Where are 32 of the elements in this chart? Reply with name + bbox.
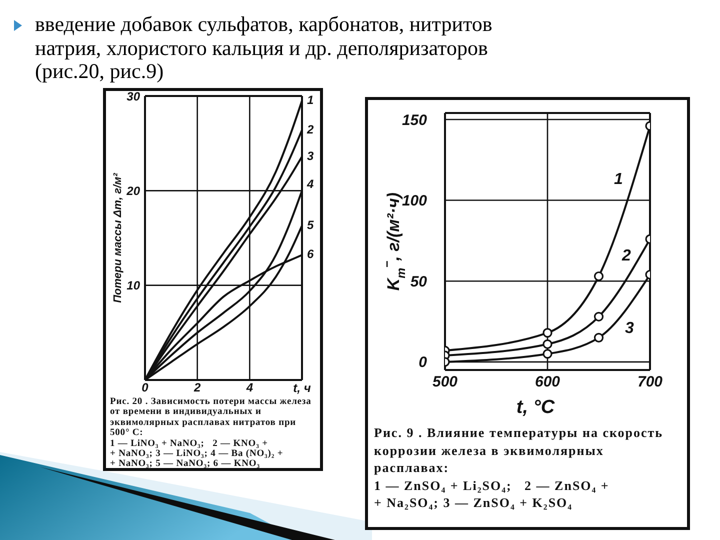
y-tick-label: 20	[126, 184, 140, 198]
y-tick-label: 150	[402, 112, 428, 129]
series-label: 2	[621, 247, 631, 264]
series-label: 3	[625, 320, 634, 337]
text: + NaNO₃; 5 — NaNO₃; 6 — KNO₃	[110, 459, 261, 470]
series-label: 1	[614, 171, 623, 188]
y-tick-label: 10	[126, 278, 140, 293]
y-axis-title: Потери массы Δm, г/м²	[112, 172, 124, 303]
y-tick-label: 50	[410, 273, 428, 290]
text: 1 — LiNO₃ + NaNO₃; 2 — KNO₃ +	[110, 438, 269, 450]
x-tick-label: 4	[245, 380, 254, 395]
text: 1 — ZnSO₄ + Li₂SO₄; 2 — ZnSO₄ +	[374, 476, 610, 494]
y-tick-label: 0	[418, 354, 428, 372]
text: Рис. 9 . Влияние температуры на скорость коррозии железа в эквимолярных расплавах:	[374, 424, 664, 476]
series-label: 5	[307, 218, 314, 232]
chart-title: введение добавок сульфатов, карбонатов, нитритов натрия, хлористого кальция и др. деполяризаторов (рис.20, рис.9)	[35, 12, 494, 84]
series-label: 4	[306, 176, 314, 191]
y-tick-label: 100	[402, 192, 428, 210]
series-label: 2	[306, 122, 314, 136]
y-tick-label: 30	[126, 89, 140, 104]
x-tick-label: 600	[534, 374, 561, 391]
text: + NaNO₃; 3 — LiNO₃; 4 — Ba (NO₃)₂ +	[110, 449, 284, 460]
text: Рис. 20 . Зависимость потери массы железа от времени в индивидуальных и эквимолярных расплавах нитратов при 500° C:	[110, 397, 312, 439]
series-label: 6	[307, 247, 314, 262]
text: + Na₂SO₄; 3 — ZnSO₄ + K₂SO₄	[374, 494, 574, 512]
x-tick-label: 500	[432, 374, 458, 391]
series-label: 3	[307, 148, 314, 163]
x-tick-label: 2	[192, 380, 201, 395]
x-axis-title: t, ч	[293, 380, 311, 395]
series-label: 1	[307, 92, 314, 107]
x-tick-label: 700	[637, 374, 664, 391]
x-axis-title: t, °C	[516, 397, 555, 418]
